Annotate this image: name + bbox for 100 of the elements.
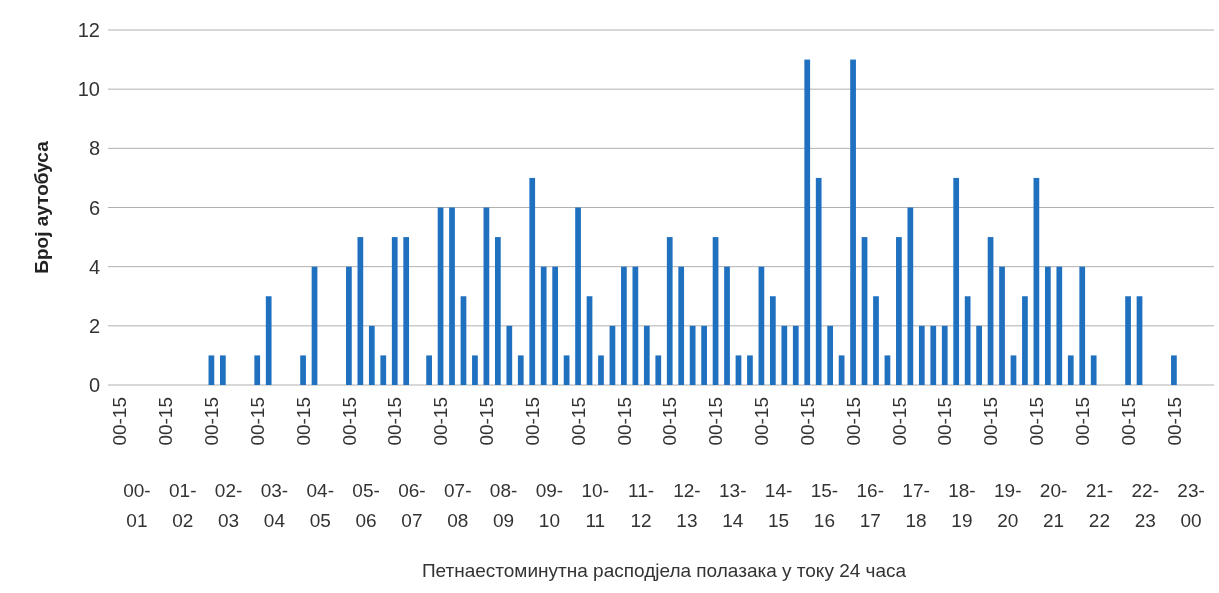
bar xyxy=(1079,266,1086,385)
x-tick-label: 19-20 xyxy=(994,480,1022,531)
x-tick-label: 05-06 xyxy=(352,480,380,531)
bar xyxy=(655,355,662,385)
x-tick-label: 23-00 xyxy=(1177,480,1205,531)
bar xyxy=(964,296,971,385)
text: 00-15 xyxy=(796,397,818,446)
bar xyxy=(300,355,306,385)
bar xyxy=(827,325,834,385)
bar xyxy=(1090,355,1097,385)
x-tick-label: 11-12 xyxy=(628,480,655,531)
text: 00-15 xyxy=(888,397,910,446)
bar xyxy=(368,325,375,385)
x-tick-label: 00-01 xyxy=(123,480,151,531)
x-tick-label: 12-13 xyxy=(673,480,701,531)
bar xyxy=(1022,296,1028,385)
bar xyxy=(850,59,856,385)
y-tick-label: 4 xyxy=(88,255,100,278)
x-tick-label: 20-21 xyxy=(1039,480,1068,531)
bar xyxy=(747,355,753,385)
y-tick-label: 2 xyxy=(88,314,100,337)
bar xyxy=(769,296,776,385)
bar xyxy=(1171,355,1177,385)
text: 00-15 xyxy=(109,397,131,446)
bar xyxy=(781,325,788,385)
bar xyxy=(540,266,547,385)
x-tick-label: 07-08 xyxy=(444,480,472,531)
text: 00-15 xyxy=(201,397,223,446)
bar xyxy=(380,355,387,385)
bar xyxy=(254,355,261,385)
text: 00-15 xyxy=(613,397,635,446)
x-tick-label: 13-14 xyxy=(719,480,747,531)
bar xyxy=(678,266,685,385)
text: 00-15 xyxy=(980,397,1002,446)
bar xyxy=(918,325,925,385)
x-tick-label: 15-16 xyxy=(810,480,839,531)
bar xyxy=(494,237,501,385)
text: 00-15 xyxy=(476,397,498,446)
y-tick-label: 8 xyxy=(88,137,100,160)
text: 00-15 xyxy=(430,397,452,446)
text: 00-15 xyxy=(659,397,681,446)
text: 00-15 xyxy=(384,397,406,446)
x-axis-title: Петнаестоминутна расподјела полазака у току 24 часа xyxy=(421,560,907,581)
bar xyxy=(941,325,948,385)
x-tick-label: 06-07 xyxy=(398,480,426,531)
bar xyxy=(472,355,478,385)
bar xyxy=(1067,355,1074,385)
x-tick-label: 16-17 xyxy=(856,480,884,531)
bar xyxy=(517,355,524,385)
bar xyxy=(621,266,627,385)
x-tick-label: 14-15 xyxy=(764,480,793,531)
bar xyxy=(552,266,559,385)
bar xyxy=(643,325,650,385)
y-axis-title: Број аутобуса xyxy=(31,140,52,274)
bar xyxy=(701,325,707,385)
bar xyxy=(1044,266,1051,385)
bar xyxy=(873,296,879,385)
bar xyxy=(449,207,455,385)
x-tick-label: 09-10 xyxy=(535,480,564,531)
bar xyxy=(930,325,937,385)
bar xyxy=(346,266,352,385)
bar xyxy=(815,177,822,385)
bar xyxy=(896,237,902,385)
x-tick-label: 01-02 xyxy=(169,480,197,531)
bar xyxy=(666,237,673,385)
x-tick-label: 21-22 xyxy=(1085,480,1114,531)
bar xyxy=(792,325,799,385)
x-tick-label: 02-03 xyxy=(214,480,243,531)
bar xyxy=(804,59,811,385)
bar xyxy=(632,266,639,385)
text: 00-15 xyxy=(934,397,956,446)
y-tick-label: 6 xyxy=(88,196,100,219)
text: 00-15 xyxy=(155,397,177,446)
bar xyxy=(575,207,581,385)
text: 00-15 xyxy=(705,397,727,446)
text: 00-15 xyxy=(1117,397,1139,446)
y-tick-label: 0 xyxy=(88,374,100,396)
bar xyxy=(907,207,914,385)
bar xyxy=(426,355,432,385)
bar xyxy=(391,237,398,385)
text: 00-15 xyxy=(521,397,543,446)
bar xyxy=(265,296,272,385)
bar xyxy=(689,325,696,385)
bar xyxy=(953,177,960,385)
x-tick-label: 04-05 xyxy=(306,480,334,531)
text: 00-15 xyxy=(338,397,360,446)
y-tick-label: 12 xyxy=(77,19,100,41)
x-tick-label: 08-09 xyxy=(489,480,518,531)
bar xyxy=(506,325,513,385)
bar xyxy=(357,237,364,385)
x-tick-label: 22-23 xyxy=(1131,480,1159,531)
y-tick-label: 10 xyxy=(77,78,100,101)
bar xyxy=(999,266,1005,385)
text: 00-15 xyxy=(1071,397,1093,446)
text: 00-15 xyxy=(292,397,314,446)
text: 00-15 xyxy=(842,397,864,446)
x-tick-label: 10-11 xyxy=(581,480,609,531)
text: 00-15 xyxy=(1163,397,1185,446)
bar xyxy=(724,266,730,385)
bar xyxy=(976,325,982,385)
